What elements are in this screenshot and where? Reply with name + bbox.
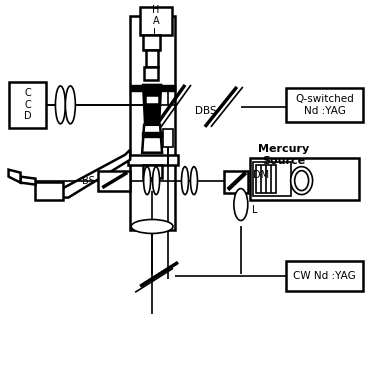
Ellipse shape [55,86,65,124]
Ellipse shape [65,86,75,124]
Text: CW Nd :YAG: CW Nd :YAG [293,271,356,281]
Bar [146,50,158,67]
Bar [128,155,178,165]
Polygon shape [61,150,130,197]
Bar [286,261,363,291]
Ellipse shape [153,167,159,194]
Polygon shape [8,170,21,183]
Bar [253,162,291,196]
Text: C
C
D: C C D [24,88,31,122]
Text: Q-switched
Nd :YAG: Q-switched Nd :YAG [295,94,354,116]
Bar [8,82,46,128]
Bar [130,16,175,230]
Bar [142,132,162,137]
Bar [144,67,158,80]
Bar [143,165,162,178]
Bar [286,88,363,122]
Bar [143,35,160,50]
Text: BS: BS [82,176,94,186]
Polygon shape [21,177,35,185]
Polygon shape [143,85,161,125]
Bar [130,85,175,91]
Bar [256,165,276,193]
Text: H
A
L: H A L [152,4,160,38]
Bar [98,171,130,191]
Ellipse shape [190,167,197,194]
Bar [250,158,359,200]
Ellipse shape [294,171,308,191]
Ellipse shape [131,220,173,233]
Ellipse shape [234,188,248,221]
Bar [163,129,173,147]
Bar [140,7,172,35]
Ellipse shape [291,167,313,194]
Text: DM: DM [253,170,269,180]
Bar [145,95,159,104]
Text: DBS: DBS [195,106,217,116]
Ellipse shape [144,167,151,194]
Bar [224,171,248,193]
Text: Mercury
Source: Mercury Source [258,144,309,166]
Bar [35,182,63,200]
Polygon shape [142,125,162,153]
Ellipse shape [182,167,189,194]
Text: L: L [252,205,257,215]
